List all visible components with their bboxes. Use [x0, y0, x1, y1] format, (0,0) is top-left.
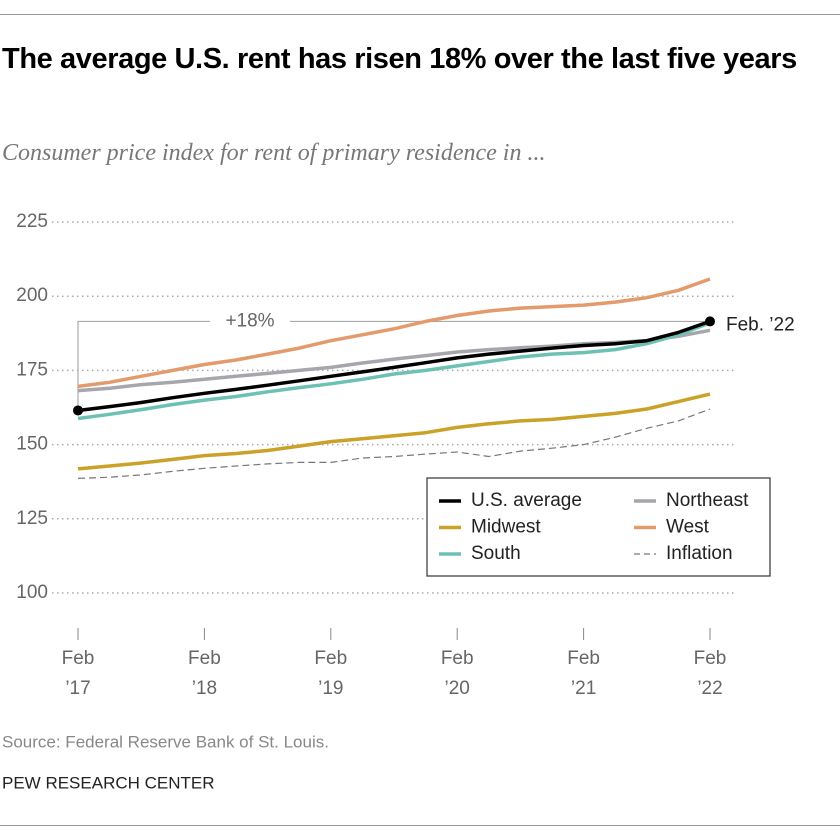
y-tick-label: 225: [16, 211, 48, 232]
credit: PEW RESEARCH CENTER: [2, 773, 215, 792]
legend: U.S. average Northeast Midwest West South Inf…: [426, 477, 771, 577]
y-tick-label: 200: [16, 285, 48, 306]
x-tick-label: ’22: [697, 678, 722, 699]
legend-label: Inflation: [666, 543, 733, 564]
legend-label: South: [471, 543, 521, 564]
x-tick-label: Feb: [441, 648, 474, 669]
legend-box: [426, 477, 771, 577]
series-line: [77, 408, 711, 479]
series-line: [77, 321, 711, 421]
change-label-bg: [210, 309, 290, 334]
x-tick-label: Feb: [188, 648, 221, 669]
x-tick-label: ’19: [318, 678, 343, 699]
legend-label: Northeast: [666, 490, 749, 511]
x-tick-label: Feb: [314, 648, 347, 669]
source: Source: Federal Reserve Bank of St. Loui…: [2, 732, 329, 751]
series-line: [77, 392, 711, 471]
legend-label: West: [666, 517, 710, 538]
y-tick-label: 175: [16, 359, 48, 380]
x-tick-label: ’18: [192, 678, 217, 699]
legend-label: U.S. average: [471, 490, 582, 511]
series-line: [77, 277, 711, 389]
x-tick-label: Feb: [567, 648, 600, 669]
x-tick-label: Feb: [62, 648, 95, 669]
chart-subtitle: Consumer price index for rent of primary…: [2, 140, 546, 166]
x-tick-label: ’21: [571, 678, 596, 699]
legend-label: Midwest: [471, 517, 541, 538]
y-tick-label: 150: [16, 434, 48, 455]
change-bracket: [77, 320, 710, 411]
x-tick-label: ’17: [65, 678, 90, 699]
series-line: [77, 328, 711, 393]
end-dot: [705, 316, 715, 327]
chart-title: The average U.S. rent has risen 18% over…: [2, 43, 797, 75]
y-tick-label: 100: [16, 582, 48, 603]
end-label: Feb. ’22: [726, 314, 795, 335]
x-tick-label: Feb: [694, 648, 727, 669]
y-tick-label: 125: [16, 508, 48, 529]
series-line: [77, 319, 711, 413]
x-tick-label: ’20: [445, 678, 470, 699]
change-label: +18%: [225, 310, 274, 331]
end-dot: [73, 405, 83, 416]
